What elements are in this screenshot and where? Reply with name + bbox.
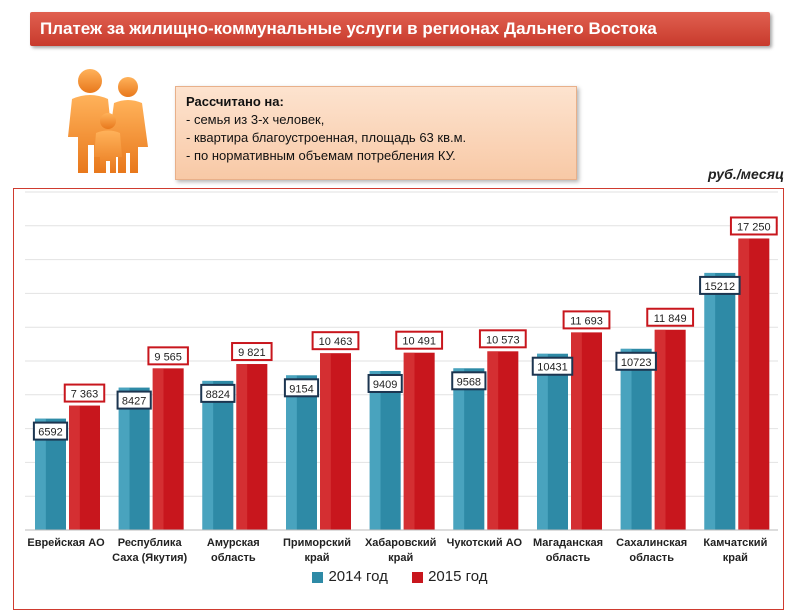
data-label-2015: 9 565 bbox=[154, 351, 182, 363]
data-label-2015: 10 491 bbox=[402, 336, 436, 348]
category-label: область bbox=[629, 552, 674, 564]
category-label: Камчатский bbox=[703, 537, 767, 549]
bar-highlight bbox=[202, 380, 214, 530]
bar-highlight bbox=[320, 353, 331, 530]
note-line: - квартира благоустроенная, площадь 63 к… bbox=[186, 130, 467, 145]
category-label: край bbox=[388, 552, 413, 564]
data-label-2014: 9568 bbox=[457, 376, 481, 388]
data-label-2015-box bbox=[147, 346, 189, 366]
page-title: Платеж за жилищно-коммунальные услуги в … bbox=[30, 12, 770, 46]
data-label-2014-box bbox=[699, 275, 741, 295]
data-label-2015: 7 363 bbox=[71, 389, 99, 401]
data-label-2014: 10431 bbox=[537, 362, 568, 374]
data-label-2015: 11 849 bbox=[654, 313, 687, 325]
bar-highlight bbox=[69, 405, 80, 530]
bar-highlight bbox=[537, 353, 548, 530]
data-label-2015-box bbox=[311, 331, 360, 351]
data-label-2014: 10723 bbox=[621, 357, 652, 369]
data-label-2015-box bbox=[562, 310, 611, 330]
legend-label: 2014 год bbox=[328, 568, 388, 585]
data-label-2014: 8427 bbox=[122, 396, 146, 408]
category-label: Республика bbox=[118, 537, 183, 549]
category-label: Приморский bbox=[283, 537, 351, 549]
note-line: - по нормативным объемам потребления КУ. bbox=[186, 148, 456, 163]
bar-highlight bbox=[403, 352, 415, 530]
category-label: Чукотский АО bbox=[447, 537, 523, 549]
data-label-2014: 9409 bbox=[373, 379, 397, 391]
data-label-2015-box bbox=[63, 383, 106, 403]
data-label-2015-box bbox=[395, 330, 444, 350]
category-label: край bbox=[723, 552, 748, 564]
category-label: Саха (Якутия) bbox=[112, 552, 187, 564]
data-label-2014-box bbox=[32, 421, 69, 441]
category-label: Еврейская АО bbox=[27, 537, 105, 549]
data-label-2014-box bbox=[451, 371, 487, 391]
category-label: Магаданская bbox=[533, 537, 603, 549]
data-label-2014-box bbox=[615, 351, 657, 371]
data-label-2014: 15212 bbox=[705, 281, 736, 293]
bar-highlight bbox=[704, 272, 716, 530]
data-label-2014: 9154 bbox=[289, 383, 313, 395]
legend-swatch bbox=[312, 571, 324, 583]
note-heading: Рассчитано на: bbox=[186, 94, 284, 109]
bar-highlight bbox=[620, 348, 632, 530]
category-label: край bbox=[304, 552, 329, 564]
category-label: Хабаровский bbox=[365, 537, 436, 549]
data-label-2014: 6592 bbox=[38, 427, 62, 439]
legend-item-2014: 2014 год bbox=[312, 568, 388, 585]
bar-highlight bbox=[654, 329, 666, 530]
bar-highlight bbox=[487, 351, 499, 530]
legend-label: 2015 год bbox=[428, 568, 488, 585]
legend-swatch bbox=[412, 571, 424, 583]
data-label-2014-box bbox=[200, 383, 236, 403]
calculation-note: Рассчитано на: - семья из 3-х человек, -… bbox=[175, 86, 577, 180]
category-label: Амурская bbox=[207, 537, 260, 549]
data-label-2014-box bbox=[283, 378, 320, 398]
data-label-2015-box bbox=[729, 216, 778, 236]
bar-highlight bbox=[286, 375, 297, 530]
data-label-2014-box bbox=[531, 356, 574, 376]
legend-item-2015: 2015 год bbox=[412, 568, 488, 585]
data-label-2014-box bbox=[116, 390, 152, 410]
bar-highlight bbox=[453, 368, 465, 530]
family-icon bbox=[68, 69, 148, 173]
category-label: Сахалинская bbox=[616, 537, 687, 549]
data-label-2015-box bbox=[646, 307, 695, 327]
bar-highlight bbox=[35, 418, 46, 530]
unit-label: руб./месяц bbox=[708, 166, 784, 182]
data-label-2015: 10 463 bbox=[319, 336, 353, 348]
category-label: область bbox=[546, 552, 591, 564]
data-label-2015: 10 573 bbox=[486, 334, 520, 346]
bar-highlight bbox=[236, 364, 248, 530]
data-label-2014: 8824 bbox=[206, 389, 230, 401]
category-label: область bbox=[211, 552, 256, 564]
bar-highlight bbox=[369, 370, 381, 530]
note-line: - семья из 3-х человек, bbox=[186, 112, 325, 127]
data-label-2015-box bbox=[231, 342, 273, 362]
bar-highlight bbox=[571, 332, 582, 530]
chart-legend: 2014 год 2015 год bbox=[0, 568, 800, 585]
data-label-2015: 11 693 bbox=[570, 315, 603, 327]
bar-highlight bbox=[738, 238, 750, 530]
data-label-2015: 9 821 bbox=[238, 347, 266, 359]
data-label-2015: 17 250 bbox=[737, 221, 771, 233]
data-label-2014-box bbox=[367, 373, 403, 393]
bar-highlight bbox=[152, 368, 164, 530]
bar-highlight bbox=[118, 387, 130, 530]
data-label-2015-box bbox=[478, 329, 527, 349]
